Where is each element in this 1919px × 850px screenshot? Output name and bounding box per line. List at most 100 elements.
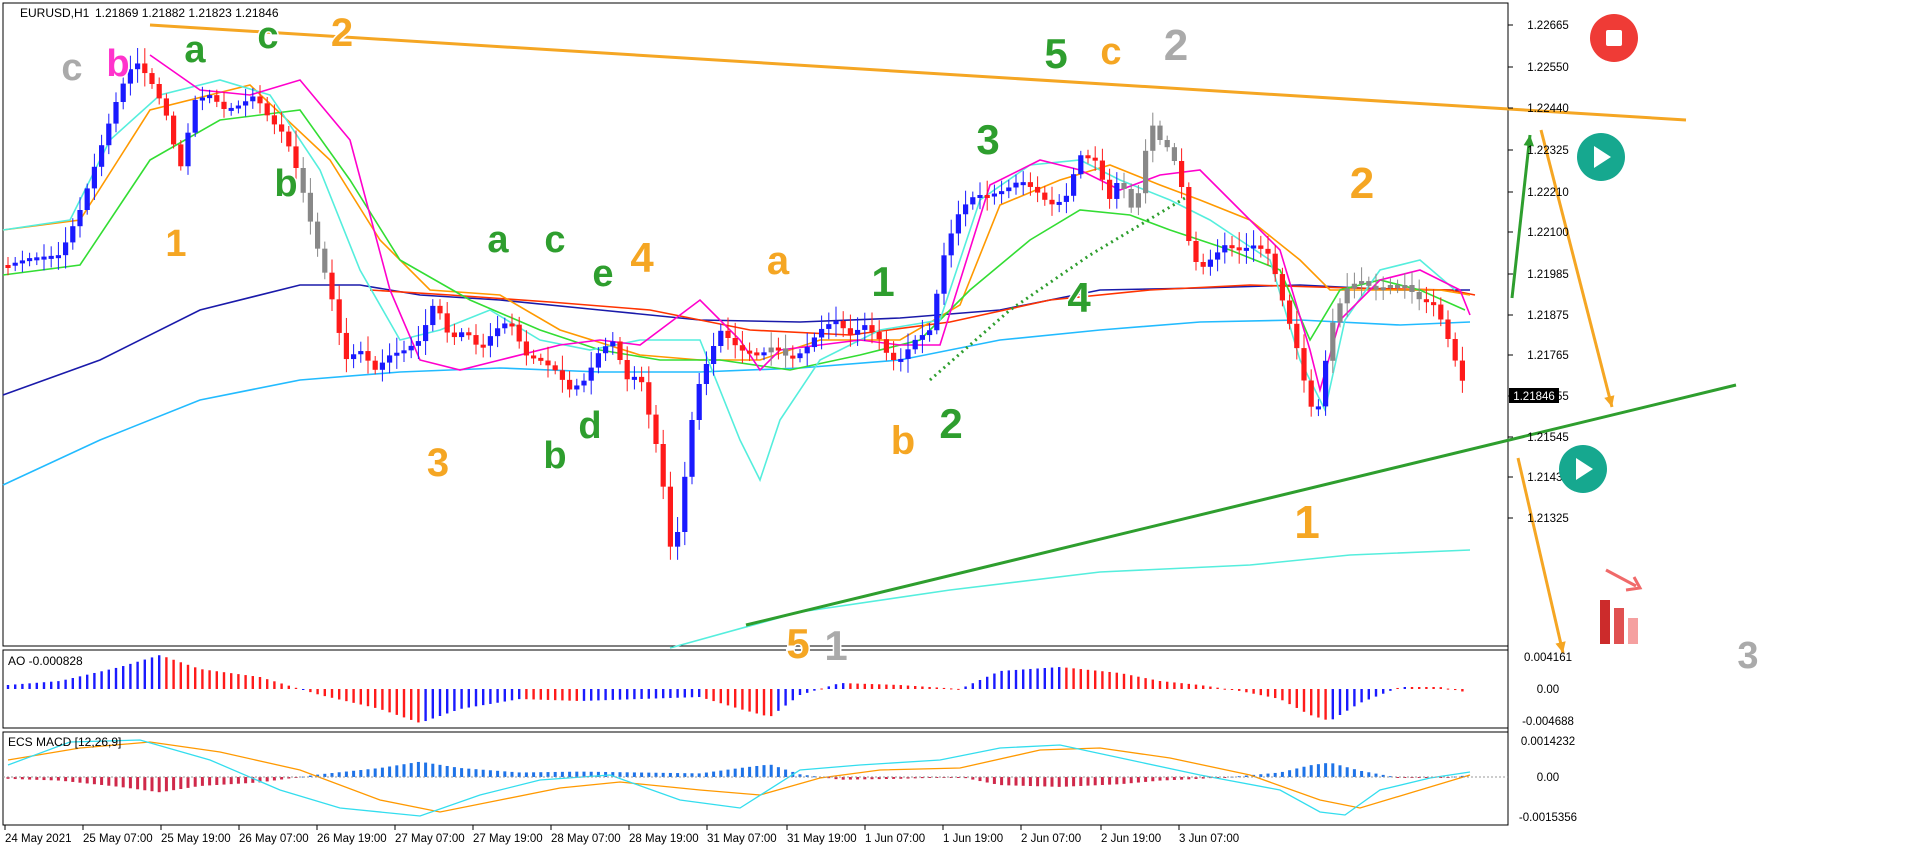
macd-bar — [229, 777, 233, 785]
candle-body — [1337, 303, 1343, 323]
ao-bar — [381, 689, 384, 710]
macd-bar — [215, 777, 219, 785]
ao-bar — [798, 689, 802, 695]
ao-bar — [374, 689, 377, 708]
macd-bar — [877, 777, 881, 780]
ao-bar — [309, 689, 312, 693]
wave-label-1: 1 — [824, 622, 847, 669]
ao-bar — [136, 661, 139, 689]
macd-bar — [726, 769, 730, 777]
macd-bar — [1144, 777, 1148, 782]
candle-body — [977, 195, 983, 198]
macd-bar — [625, 772, 629, 777]
macd-bar — [560, 771, 564, 777]
macd-panel — [2, 731, 1509, 826]
candle-body — [790, 355, 796, 359]
wave-label-c: c — [61, 47, 82, 89]
candle-body — [1301, 348, 1307, 381]
macd-bar — [42, 777, 46, 781]
candle-body — [840, 321, 846, 329]
ao-bar — [208, 670, 211, 689]
candle-body — [307, 192, 313, 222]
play-icon[interactable] — [1577, 133, 1625, 181]
wave-label-2: 2 — [1350, 159, 1374, 208]
ao-bar — [1396, 687, 1399, 689]
macd-bar — [1057, 777, 1061, 787]
candle-body — [646, 382, 652, 415]
ao-bar — [1086, 669, 1090, 689]
ao-bar — [791, 689, 794, 701]
macd-bar — [589, 771, 593, 777]
candle-body — [732, 338, 738, 346]
candle-body — [1092, 157, 1098, 161]
candle-body — [1056, 201, 1062, 205]
ao-bar — [1410, 687, 1414, 689]
ao-bar — [683, 689, 686, 698]
candle-body — [1078, 155, 1084, 175]
ao-bar — [1137, 676, 1140, 689]
candle-body — [1222, 245, 1228, 253]
macd-main-line — [7, 739, 1471, 817]
candle-body — [1013, 182, 1019, 188]
macd-bar — [1115, 777, 1119, 785]
ao-bar — [1115, 672, 1118, 689]
macd-bar — [848, 777, 852, 780]
ao-bar — [467, 689, 470, 708]
candle-body — [552, 365, 558, 371]
macd-bar — [928, 777, 932, 778]
macd-bar — [510, 771, 514, 777]
macd-bar — [107, 777, 111, 786]
price-tick-label: 1.21545 — [1527, 432, 1569, 444]
macd-bar — [359, 770, 363, 777]
ao-bar — [1194, 684, 1198, 689]
ao-bar — [1252, 689, 1255, 694]
macd-bar — [71, 777, 75, 782]
wave-label-a: a — [767, 239, 790, 283]
candle-body — [775, 347, 781, 351]
candle-body — [919, 335, 925, 340]
candle-body — [91, 166, 97, 189]
macd-bar — [503, 771, 507, 777]
candle-body — [163, 98, 169, 116]
macd-bar — [431, 763, 435, 777]
candle-body — [891, 352, 897, 360]
stop-icon[interactable] — [1590, 14, 1638, 62]
candle-body — [883, 339, 889, 353]
ohlc-label: 1.21869 1.21882 1.21823 1.21846 — [95, 6, 279, 20]
ao-bar — [1360, 689, 1363, 703]
candle-body — [1085, 155, 1091, 159]
macd-bar — [272, 777, 276, 781]
macd-bar — [604, 771, 608, 777]
ao-bar — [28, 683, 31, 689]
candle-body — [286, 131, 292, 147]
macd-bar — [582, 771, 586, 777]
candle-body — [624, 360, 630, 380]
ao-bar — [827, 686, 830, 689]
wave-label-b: b — [891, 419, 915, 463]
ao-bar — [1108, 671, 1111, 689]
macd-bar — [56, 777, 60, 781]
macd-bar — [812, 776, 816, 778]
macd-bar — [640, 772, 644, 777]
ao-bar — [1043, 668, 1046, 689]
ao-bar — [942, 687, 946, 689]
candle-body — [984, 195, 990, 198]
candle-body — [559, 370, 565, 380]
play-icon-lower[interactable] — [1559, 445, 1607, 493]
ao-bar — [1295, 689, 1298, 708]
ao-bar — [194, 667, 197, 689]
ao-bar — [474, 689, 478, 707]
candle-body — [300, 168, 306, 193]
candle-body — [322, 248, 328, 273]
ao-bar — [294, 687, 298, 689]
ao-bar — [402, 689, 406, 718]
macd-bar — [870, 777, 874, 780]
ao-bar — [561, 689, 564, 701]
ao-bar — [1353, 689, 1356, 707]
macd-tick-label: -0.0015356 — [1519, 812, 1577, 824]
ao-bar — [50, 681, 53, 689]
candle-body — [379, 362, 385, 370]
macd-bar — [1374, 773, 1378, 777]
candle-body — [63, 242, 69, 256]
wave-label-5: 5 — [786, 620, 809, 667]
